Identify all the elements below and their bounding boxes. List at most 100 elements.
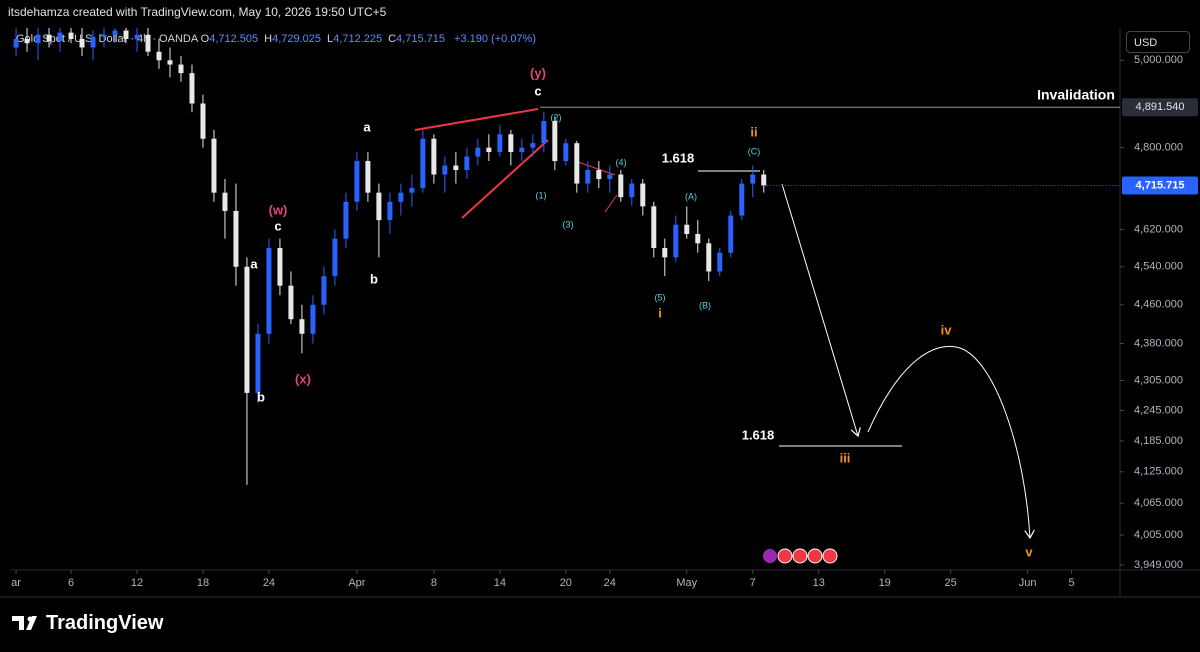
candle-body bbox=[244, 266, 250, 393]
candle-body bbox=[464, 156, 470, 171]
annotation: i bbox=[658, 305, 662, 320]
candle-body bbox=[332, 238, 338, 277]
candle-body bbox=[431, 138, 437, 175]
annotation: (3) bbox=[563, 219, 574, 229]
candle-body bbox=[13, 38, 19, 48]
x-tick-label: 5 bbox=[1069, 577, 1075, 589]
candle-body bbox=[420, 138, 426, 189]
y-tick-label: 4,185.000 bbox=[1134, 435, 1183, 447]
candle-body bbox=[123, 30, 129, 39]
candle-body bbox=[200, 103, 206, 139]
trendline bbox=[461, 139, 549, 219]
y-tick-label: 4,380.000 bbox=[1134, 337, 1183, 349]
candle-body bbox=[541, 121, 547, 144]
candle-body bbox=[68, 32, 74, 39]
annotation: (2) bbox=[551, 112, 562, 122]
annotation: c bbox=[274, 218, 281, 233]
y-tick-label: 4,620.000 bbox=[1134, 223, 1183, 235]
candle-body bbox=[211, 138, 217, 193]
annotation: 1.618 bbox=[742, 427, 775, 442]
ohlc-key: O bbox=[200, 33, 210, 45]
event-icon bbox=[792, 548, 808, 564]
x-tick-label: Jun bbox=[1019, 577, 1037, 589]
candle-body bbox=[24, 38, 30, 44]
candle-body bbox=[145, 34, 151, 52]
x-tick-label: 6 bbox=[68, 577, 74, 589]
annotation: b bbox=[257, 389, 265, 404]
annotation: (A) bbox=[685, 191, 697, 201]
candle-body bbox=[46, 34, 52, 42]
annotation: (B) bbox=[699, 300, 711, 310]
header: itsdehamza created with TradingView.com,… bbox=[8, 5, 387, 19]
change: +3.190 (+0.07%) bbox=[454, 33, 536, 45]
annotation: iv bbox=[941, 322, 953, 337]
candle-body bbox=[442, 165, 448, 175]
ohlc-key: C bbox=[388, 33, 397, 45]
candle-body bbox=[607, 174, 613, 180]
y-tick-label: 4,460.000 bbox=[1134, 299, 1183, 311]
ohlc-value: 4,712.505 bbox=[209, 33, 259, 45]
event-icon bbox=[807, 548, 823, 564]
currency-button[interactable]: USD bbox=[1126, 31, 1190, 53]
y-tick-label: 4,005.000 bbox=[1134, 529, 1183, 541]
candle-body bbox=[618, 174, 624, 198]
x-tick-label: May bbox=[676, 577, 697, 589]
candle-body bbox=[112, 30, 118, 35]
candle-body bbox=[684, 224, 690, 235]
candle-body bbox=[101, 34, 107, 37]
price-box-label: 4,715.715 bbox=[1136, 179, 1185, 191]
event-icon bbox=[822, 548, 838, 564]
candle-body bbox=[233, 210, 239, 267]
event-icon bbox=[777, 548, 793, 564]
candle-body bbox=[409, 188, 415, 193]
candle-body bbox=[750, 174, 756, 184]
candle-body bbox=[255, 333, 261, 393]
candle-body bbox=[321, 276, 327, 305]
candle-body bbox=[376, 192, 382, 221]
candle-body bbox=[563, 143, 569, 162]
ohlc-value: 4,729.025 bbox=[272, 33, 322, 45]
y-tick-label: 4,125.000 bbox=[1134, 466, 1183, 478]
trendline bbox=[577, 161, 616, 176]
x-tick-label: Apr bbox=[348, 577, 365, 589]
logo-mark bbox=[12, 616, 37, 630]
x-tick-label: 18 bbox=[197, 577, 209, 589]
annotation: a bbox=[363, 119, 371, 134]
candle-body bbox=[728, 215, 734, 253]
annotation: (C) bbox=[748, 146, 761, 156]
candle-body bbox=[662, 247, 668, 258]
event-icon bbox=[763, 549, 777, 563]
candle-body bbox=[739, 183, 745, 216]
x-tick-label: 14 bbox=[494, 577, 506, 589]
projection-arrow bbox=[867, 345, 1030, 538]
candle-body bbox=[288, 285, 294, 320]
candle-body bbox=[387, 201, 393, 221]
candle-body bbox=[365, 161, 371, 193]
trendline bbox=[414, 108, 539, 131]
candle-body bbox=[552, 121, 558, 162]
candle-body bbox=[35, 34, 41, 44]
candle-body bbox=[90, 36, 96, 48]
candle-body bbox=[508, 134, 514, 153]
logo-mark bbox=[27, 616, 33, 622]
projection-arrow bbox=[781, 183, 858, 436]
x-tick-label: ar bbox=[11, 577, 21, 589]
candle-body bbox=[519, 147, 525, 153]
y-tick-label: 3,949.000 bbox=[1134, 559, 1183, 571]
logo bbox=[12, 616, 37, 630]
x-tick-label: 20 bbox=[560, 577, 572, 589]
candle-body bbox=[717, 252, 723, 272]
candle-body bbox=[673, 224, 679, 258]
ohlc-key: H bbox=[264, 33, 273, 45]
candle-body bbox=[167, 60, 173, 65]
annotation: (1) bbox=[536, 190, 547, 200]
annotation: v bbox=[1025, 544, 1033, 559]
candle-body bbox=[574, 143, 580, 184]
candle-body bbox=[585, 170, 591, 184]
candle-body bbox=[79, 38, 85, 48]
x-tick-label: 8 bbox=[431, 577, 437, 589]
annotation: c bbox=[534, 83, 541, 98]
annotation: iii bbox=[840, 450, 851, 465]
x-tick-label: 7 bbox=[750, 577, 756, 589]
